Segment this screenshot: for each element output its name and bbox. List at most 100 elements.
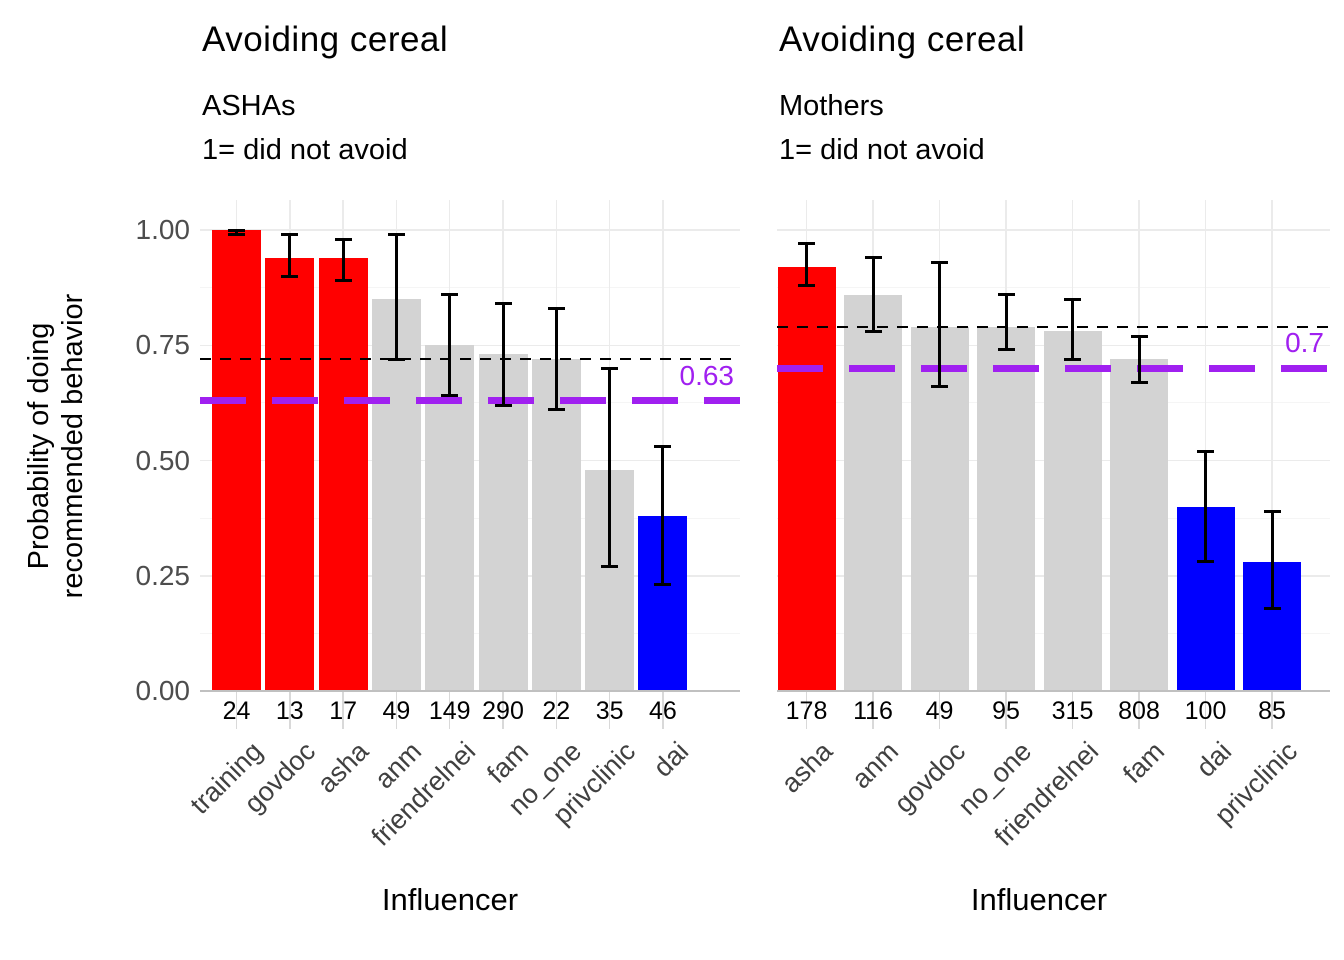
error-bar-cap-bottom [228, 233, 245, 237]
error-bar-cap-top [601, 366, 619, 370]
bar-asha [777, 266, 836, 691]
x-axis-line [200, 690, 740, 692]
error-bar-cap-top [387, 233, 405, 237]
error-bar-cap-top [654, 445, 672, 449]
reference-line-purple-value: 0.63 [679, 359, 735, 391]
panel-subtitle-mothers-line2: 1= did not avoid [779, 134, 985, 167]
error-bar-cap-bottom [997, 348, 1015, 352]
error-bar-cap-top [441, 293, 459, 297]
error-bar-line [554, 308, 558, 410]
error-bar-cap-top [798, 242, 815, 246]
error-bar-cap-bottom [1197, 560, 1214, 564]
bar-count-label: 85 [1258, 697, 1286, 725]
error-bar-cap-bottom [494, 403, 512, 407]
panel-subtitle-ashas-line1: ASHAs [202, 90, 296, 122]
gridline-major [777, 229, 1330, 231]
y-axis-title-line2: recommended behavior [57, 293, 89, 599]
y-tick-label: 0.75 [135, 329, 191, 361]
error-bar-cap-top [1263, 509, 1281, 513]
gridline-minor [200, 287, 740, 289]
x-tick-mark [395, 692, 398, 729]
gridline-vertical [1271, 200, 1273, 691]
error-bar-cap-bottom [334, 279, 352, 283]
error-bar-line [871, 257, 875, 332]
bar-fam [1110, 359, 1168, 691]
x-tick-mark [1071, 692, 1074, 729]
reference-line-black-dashed [200, 358, 740, 361]
x-tick-mark [1271, 692, 1273, 729]
y-axis-title-line1: Probability of doing [22, 322, 55, 570]
error-bar-line [938, 262, 941, 387]
x-tick-mark [938, 692, 941, 729]
panel-subtitle-ashas-line2: 1= did not avoid [202, 134, 408, 167]
error-bar-cap-top [864, 256, 882, 260]
reference-line-purple-dashed [200, 397, 740, 405]
error-bar-line [288, 234, 292, 277]
error-bar-cap-bottom [798, 283, 815, 287]
gridline-major [200, 229, 740, 231]
bar-count-label: 13 [275, 697, 304, 725]
error-bar-line [501, 303, 505, 406]
y-tick-label: 0.25 [135, 559, 191, 591]
error-bar-line [608, 368, 612, 567]
reference-line-purple-dashed [777, 364, 1330, 372]
error-bar-cap-bottom [387, 357, 405, 361]
x-tick-mark [1138, 692, 1140, 729]
error-bar-cap-top [334, 237, 352, 241]
bar-count-label: 116 [853, 697, 893, 725]
error-bar-cap-top [1064, 297, 1081, 301]
bar-count-label: 290 [482, 697, 524, 725]
error-bar-line [1204, 451, 1207, 562]
panel-title-mothers: Avoiding cereal [779, 20, 1026, 59]
x-axis-title-mothers: Influencer [970, 882, 1108, 917]
bar-anm [844, 294, 902, 691]
x-tick-mark [1204, 692, 1207, 729]
error-bar-cap-bottom [1064, 357, 1081, 361]
gridline-minor [777, 287, 1330, 289]
bar-no_one [977, 326, 1035, 691]
error-bar-cap-top [281, 233, 299, 237]
error-bar-cap-bottom [441, 394, 459, 398]
bar-count-label: 315 [1051, 697, 1094, 725]
error-bar-cap-top [1197, 449, 1214, 453]
error-bar-cap-bottom [1263, 606, 1281, 610]
bar-count-label: 22 [542, 697, 571, 725]
bar-count-label: 149 [428, 697, 471, 725]
error-bar-cap-bottom [601, 565, 619, 569]
error-bar-line [1137, 336, 1141, 383]
x-tick-mark [555, 692, 558, 729]
reference-line-purple-value: 0.7 [1285, 327, 1324, 359]
x-tick-mark [448, 692, 451, 729]
x-tick-mark [805, 692, 808, 729]
x-tick-mark [235, 692, 238, 729]
error-bar-line [1071, 299, 1074, 360]
error-bar-cap-bottom [864, 329, 882, 333]
error-bar-cap-top [228, 228, 245, 232]
bar-count-label: 35 [595, 697, 624, 725]
x-axis-title-ashas: Influencer [381, 882, 519, 917]
bar-count-label: 49 [925, 697, 954, 725]
error-bar-line [341, 239, 345, 281]
bar-count-label: 24 [222, 697, 251, 725]
y-tick-label: 1.00 [135, 214, 191, 245]
bar-count-label: 178 [785, 697, 828, 725]
y-axis-title: Probability of doing recommended behavio… [22, 294, 90, 599]
y-tick-label: 0.00 [135, 675, 191, 706]
error-bar-line [805, 243, 808, 286]
error-bar-line [661, 446, 665, 585]
panel-title-ashas: Avoiding cereal [202, 20, 449, 59]
bar-govdoc [265, 257, 315, 691]
panel-subtitle-mothers-line1: Mothers [779, 90, 884, 122]
error-bar-cap-top [547, 306, 565, 310]
error-bar-cap-bottom [1130, 380, 1148, 384]
error-bar-line [394, 234, 398, 360]
bar-count-label: 49 [382, 697, 411, 725]
error-bar-line [1270, 511, 1274, 608]
x-tick-mark [608, 692, 611, 729]
bar-count-label: 17 [329, 697, 357, 725]
error-bar-cap-bottom [281, 274, 299, 278]
x-tick-mark [1005, 692, 1007, 729]
bar-count-label: 100 [1184, 697, 1227, 725]
error-bar-cap-bottom [547, 408, 565, 412]
